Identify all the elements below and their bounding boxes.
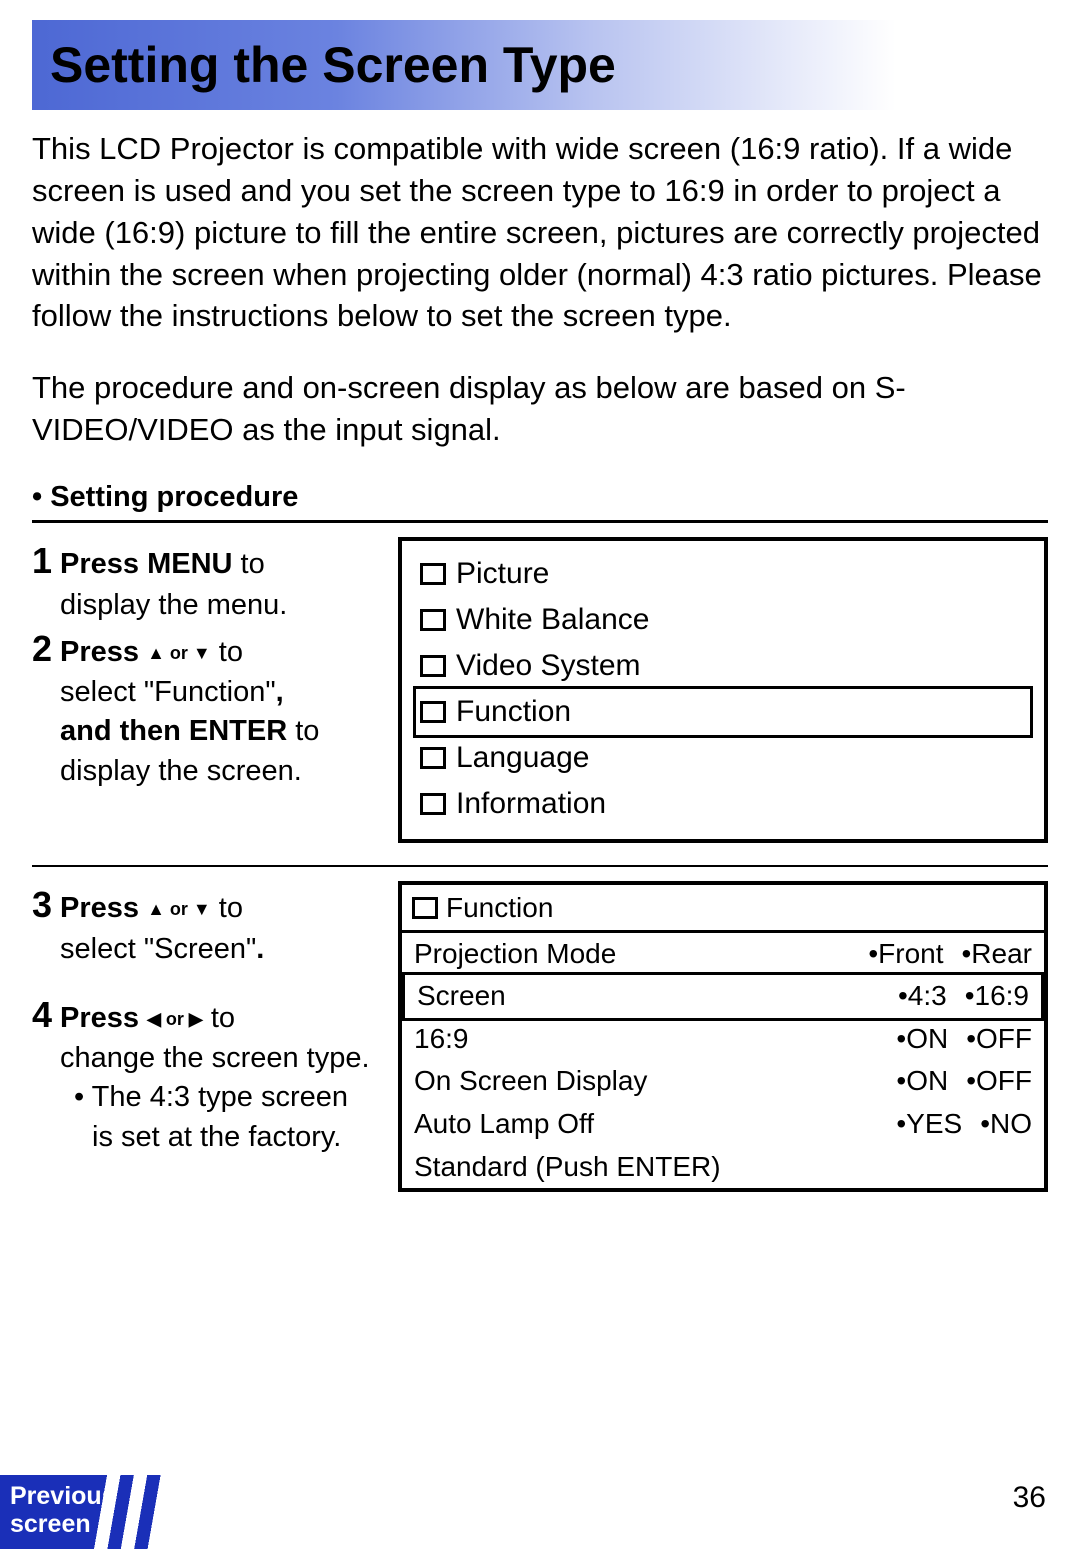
menu-item: Function bbox=[413, 686, 1033, 738]
menu-item-label: Picture bbox=[456, 553, 549, 595]
function-option: •NO bbox=[980, 1105, 1032, 1144]
function-option: •YES bbox=[896, 1105, 962, 1144]
step-text: to bbox=[211, 636, 243, 668]
steps-3-4: 3 Press ▲ or ▼ to select "Screen". 4 Pre… bbox=[32, 881, 372, 1192]
function-row-label: Auto Lamp Off bbox=[414, 1105, 896, 1144]
function-row-label: Standard (Push ENTER) bbox=[414, 1148, 1032, 1187]
step-text: change the screen type. bbox=[32, 1039, 372, 1078]
function-row-options: •ON •OFF bbox=[896, 1020, 1032, 1059]
step-bold: , bbox=[276, 676, 284, 708]
menu-icon bbox=[420, 701, 446, 723]
function-row: Auto Lamp Off•YES •NO bbox=[402, 1103, 1044, 1146]
step-bold: . bbox=[256, 933, 264, 965]
step-number: 3 bbox=[32, 881, 60, 930]
menu-icon bbox=[420, 793, 446, 815]
step-text: to bbox=[203, 1002, 235, 1034]
function-row-label: Projection Mode bbox=[414, 935, 868, 974]
menu-item-label: White Balance bbox=[456, 599, 649, 641]
function-row: Projection Mode•Front •Rear bbox=[402, 933, 1044, 976]
main-menu-osd: PictureWhite BalanceVideo SystemFunction… bbox=[398, 537, 1048, 843]
menu-icon bbox=[420, 563, 446, 585]
prev-label-2: screen bbox=[10, 1511, 210, 1539]
step-bold: Press bbox=[60, 1002, 147, 1034]
function-row-options: •Front •Rear bbox=[868, 935, 1032, 974]
menu-item-label: Language bbox=[456, 737, 589, 779]
menu-item: Video System bbox=[416, 643, 1030, 689]
function-option: •16:9 bbox=[965, 977, 1029, 1016]
step-number: 2 bbox=[32, 625, 60, 674]
function-submenu-osd: Function Projection Mode•Front•RearScree… bbox=[398, 881, 1048, 1192]
menu-icon bbox=[420, 609, 446, 631]
step-number: 4 bbox=[32, 991, 60, 1040]
function-row-options: •YES •NO bbox=[896, 1105, 1032, 1144]
function-option: •Front bbox=[868, 935, 943, 974]
step-bold: and then ENTER bbox=[60, 715, 287, 747]
step-number: 1 bbox=[32, 537, 60, 586]
intro-paragraph-1: This LCD Projector is compatible with wi… bbox=[32, 128, 1048, 337]
prev-label-1: Previous bbox=[10, 1483, 210, 1511]
step-text: to bbox=[232, 548, 264, 580]
menu-item: Information bbox=[416, 781, 1030, 827]
step-text: to bbox=[211, 892, 243, 924]
step-bold: Press bbox=[60, 892, 147, 924]
menu-item-label: Function bbox=[456, 691, 571, 733]
menu-icon bbox=[412, 897, 438, 919]
function-option: •4:3 bbox=[898, 977, 947, 1016]
divider bbox=[32, 865, 1048, 867]
step-bold: Press MENU bbox=[60, 548, 232, 580]
divider bbox=[32, 520, 1048, 523]
step-text: display the screen. bbox=[32, 752, 372, 791]
menu-item: Language bbox=[416, 735, 1030, 781]
step-text: select "Function" bbox=[60, 676, 276, 708]
arrow-icons: ▲ or ▼ bbox=[147, 897, 211, 921]
page-title: Setting the Screen Type bbox=[32, 20, 1048, 110]
function-row: Screen•4:3 •16:9 bbox=[402, 972, 1044, 1021]
section-heading: • Setting procedure bbox=[32, 481, 1048, 514]
menu-icon bbox=[420, 655, 446, 677]
step-bold: Press bbox=[60, 636, 147, 668]
function-row-options: •4:3 •16:9 bbox=[898, 977, 1029, 1016]
function-row-label: 16:9 bbox=[414, 1020, 896, 1059]
intro-paragraph-2: The procedure and on-screen display as b… bbox=[32, 367, 1048, 451]
step-text: select "Screen" bbox=[60, 933, 256, 965]
function-option: •ON bbox=[896, 1020, 948, 1059]
submenu-title: Function bbox=[446, 889, 553, 928]
function-option: •Rear bbox=[962, 935, 1033, 974]
function-row-label: On Screen Display bbox=[414, 1062, 896, 1101]
arrow-icons: ▲ or ▼ bbox=[147, 641, 211, 665]
steps-1-2: 1 Press MENU to display the menu. 2 Pres… bbox=[32, 537, 372, 843]
function-row: On Screen Display•ON •OFF bbox=[402, 1060, 1044, 1103]
step-text: to bbox=[287, 715, 319, 747]
step-text: display the menu. bbox=[32, 586, 372, 625]
menu-item: White Balance bbox=[416, 597, 1030, 643]
function-row: Standard (Push ENTER) bbox=[402, 1146, 1044, 1189]
previous-screen-button[interactable]: Previous screen bbox=[0, 1475, 210, 1549]
menu-item-label: Video System bbox=[456, 645, 641, 687]
page-number: 36 bbox=[1013, 1481, 1046, 1515]
arrow-icons: ◀ or ▶ bbox=[147, 1007, 203, 1031]
function-option: •ON bbox=[896, 1062, 948, 1101]
function-row: 16:9•ON •OFF bbox=[402, 1018, 1044, 1061]
function-row-options: •ON •OFF bbox=[896, 1062, 1032, 1101]
function-option: •OFF bbox=[966, 1020, 1032, 1059]
function-row-label: Screen bbox=[417, 977, 898, 1016]
menu-item: Picture bbox=[416, 551, 1030, 597]
step-note: • The 4:3 type screen is set at the fact… bbox=[32, 1078, 372, 1156]
menu-item-label: Information bbox=[456, 783, 606, 825]
menu-icon bbox=[420, 747, 446, 769]
function-option: •OFF bbox=[966, 1062, 1032, 1101]
